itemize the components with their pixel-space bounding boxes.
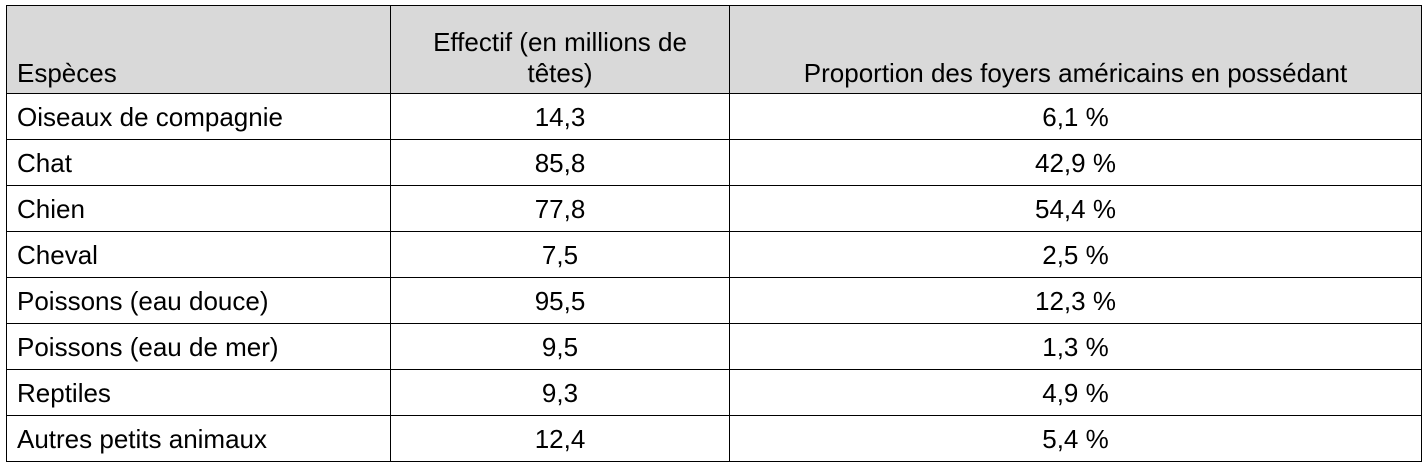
table-row: Cheval 7,5 2,5 % [6,231,1422,278]
cell-species: Autres petits animaux [6,415,391,462]
cell-species: Poissons (eau de mer) [6,323,391,370]
cell-share: 6,1 % [729,93,1422,140]
cell-share: 1,3 % [729,323,1422,370]
cell-count: 95,5 [390,277,730,324]
table-row: Autres petits animaux 12,4 5,4 % [6,415,1422,462]
cell-count: 14,3 [390,93,730,140]
table-row: Oiseaux de compagnie 14,3 6,1 % [6,93,1422,140]
header-share: Proportion des foyers américains en poss… [729,5,1422,94]
cell-species: Oiseaux de compagnie [6,93,391,140]
cell-count: 12,4 [390,415,730,462]
table-row: Poissons (eau douce) 95,5 12,3 % [6,277,1422,324]
cell-count: 9,3 [390,369,730,416]
table-row: Chat 85,8 42,9 % [6,139,1422,186]
cell-share: 12,3 % [729,277,1422,324]
header-count: Effectif (en millions de têtes) [390,5,730,94]
header-species: Espèces [6,5,391,94]
cell-share: 42,9 % [729,139,1422,186]
cell-species: Chien [6,185,391,232]
cell-share: 54,4 % [729,185,1422,232]
cell-count: 85,8 [390,139,730,186]
cell-species: Cheval [6,231,391,278]
cell-species: Poissons (eau douce) [6,277,391,324]
table-row: Poissons (eau de mer) 9,5 1,3 % [6,323,1422,370]
cell-share: 2,5 % [729,231,1422,278]
cell-share: 5,4 % [729,415,1422,462]
cell-species: Chat [6,139,391,186]
table-row: Chien 77,8 54,4 % [6,185,1422,232]
cell-species: Reptiles [6,369,391,416]
cell-count: 9,5 [390,323,730,370]
pet-statistics-table: Espèces Effectif (en millions de têtes) … [6,5,1422,462]
table-header-row: Espèces Effectif (en millions de têtes) … [6,5,1422,94]
cell-share: 4,9 % [729,369,1422,416]
cell-count: 7,5 [390,231,730,278]
table-row: Reptiles 9,3 4,9 % [6,369,1422,416]
cell-count: 77,8 [390,185,730,232]
